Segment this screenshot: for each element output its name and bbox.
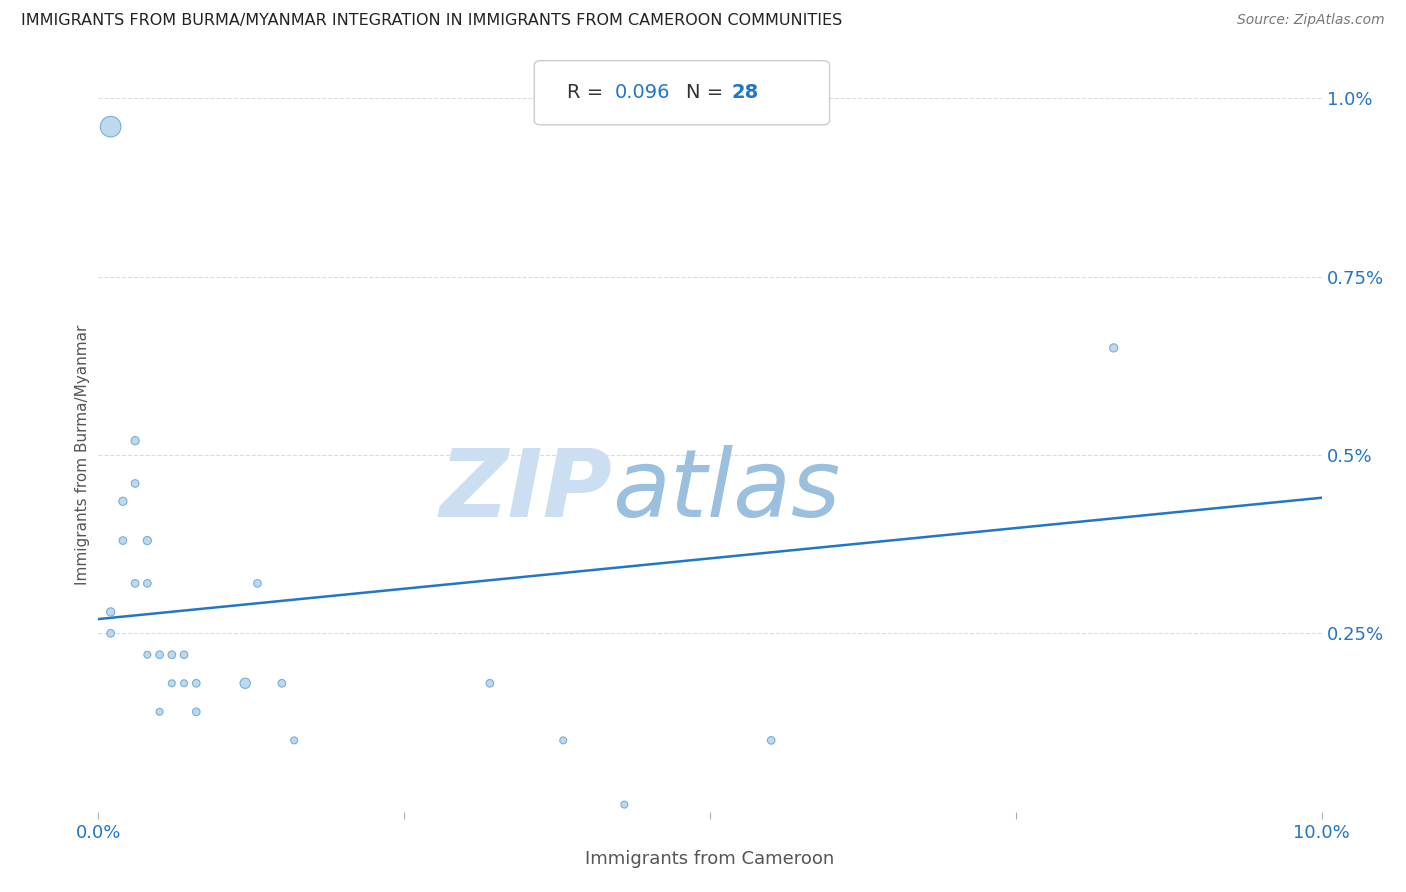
Point	[124, 576, 146, 591]
Point	[136, 533, 159, 548]
Point	[136, 648, 159, 662]
Point	[173, 676, 195, 690]
Point	[100, 605, 122, 619]
Point	[478, 676, 501, 690]
Point	[160, 648, 183, 662]
Text: 28: 28	[731, 83, 758, 103]
Text: 0.096: 0.096	[614, 83, 669, 103]
Point	[149, 648, 172, 662]
Text: N =: N =	[686, 83, 730, 103]
Point	[124, 434, 146, 448]
Text: atlas: atlas	[612, 445, 841, 536]
Point	[283, 733, 305, 747]
Point	[759, 733, 782, 747]
Point	[186, 705, 208, 719]
Point	[149, 705, 172, 719]
Text: ZIP: ZIP	[439, 444, 612, 537]
Point	[173, 648, 195, 662]
Point	[100, 626, 122, 640]
Text: IMMIGRANTS FROM BURMA/MYANMAR INTEGRATION IN IMMIGRANTS FROM CAMEROON COMMUNITIE: IMMIGRANTS FROM BURMA/MYANMAR INTEGRATIO…	[21, 13, 842, 29]
X-axis label: Immigrants from Cameroon: Immigrants from Cameroon	[585, 850, 835, 868]
Point	[246, 576, 269, 591]
Point	[124, 476, 146, 491]
Text: Source: ZipAtlas.com: Source: ZipAtlas.com	[1237, 13, 1385, 28]
Point	[160, 676, 183, 690]
Point	[136, 576, 159, 591]
Y-axis label: Immigrants from Burma/Myanmar: Immigrants from Burma/Myanmar	[75, 325, 90, 585]
Text: R =: R =	[567, 83, 609, 103]
Point	[100, 120, 122, 134]
Point	[270, 676, 292, 690]
Point	[553, 733, 575, 747]
Point	[111, 533, 134, 548]
Point	[233, 676, 256, 690]
Point	[613, 797, 636, 812]
Point	[1102, 341, 1125, 355]
Point	[186, 676, 208, 690]
Point	[111, 494, 134, 508]
